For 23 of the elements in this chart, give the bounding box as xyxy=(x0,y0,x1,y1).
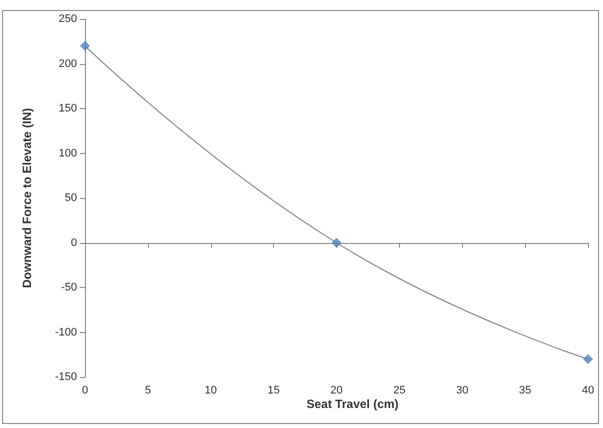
x-axis-title: Seat Travel (cm) xyxy=(306,397,399,411)
y-tick-label: -50 xyxy=(61,282,77,294)
x-tick-label: 20 xyxy=(330,384,343,396)
x-tick-label: 0 xyxy=(82,384,88,396)
y-tick-label: 100 xyxy=(58,147,77,160)
y-tick-label: -150 xyxy=(54,371,77,383)
y-axis-title: Downward Force to Elevate (IN) xyxy=(20,108,34,288)
y-tick-label: -100 xyxy=(54,326,77,338)
y-tick-label: 200 xyxy=(58,58,77,70)
x-tick-label: 10 xyxy=(204,384,217,396)
y-tick-label: 150 xyxy=(58,102,77,114)
point xyxy=(80,40,90,51)
y-tick-label: 250 xyxy=(58,13,77,25)
x-tick-label: 30 xyxy=(456,384,468,396)
x-tick-label: 35 xyxy=(519,384,532,396)
x-tick-label: 40 xyxy=(582,384,594,396)
y-tick-label: 50 xyxy=(64,192,77,204)
y-tick-label: 0 xyxy=(70,236,77,249)
x-tick-label: 15 xyxy=(268,384,280,396)
point xyxy=(332,238,342,248)
point xyxy=(583,354,593,364)
x-tick-label: 5 xyxy=(144,384,151,396)
x-tick-label: 25 xyxy=(393,384,406,396)
